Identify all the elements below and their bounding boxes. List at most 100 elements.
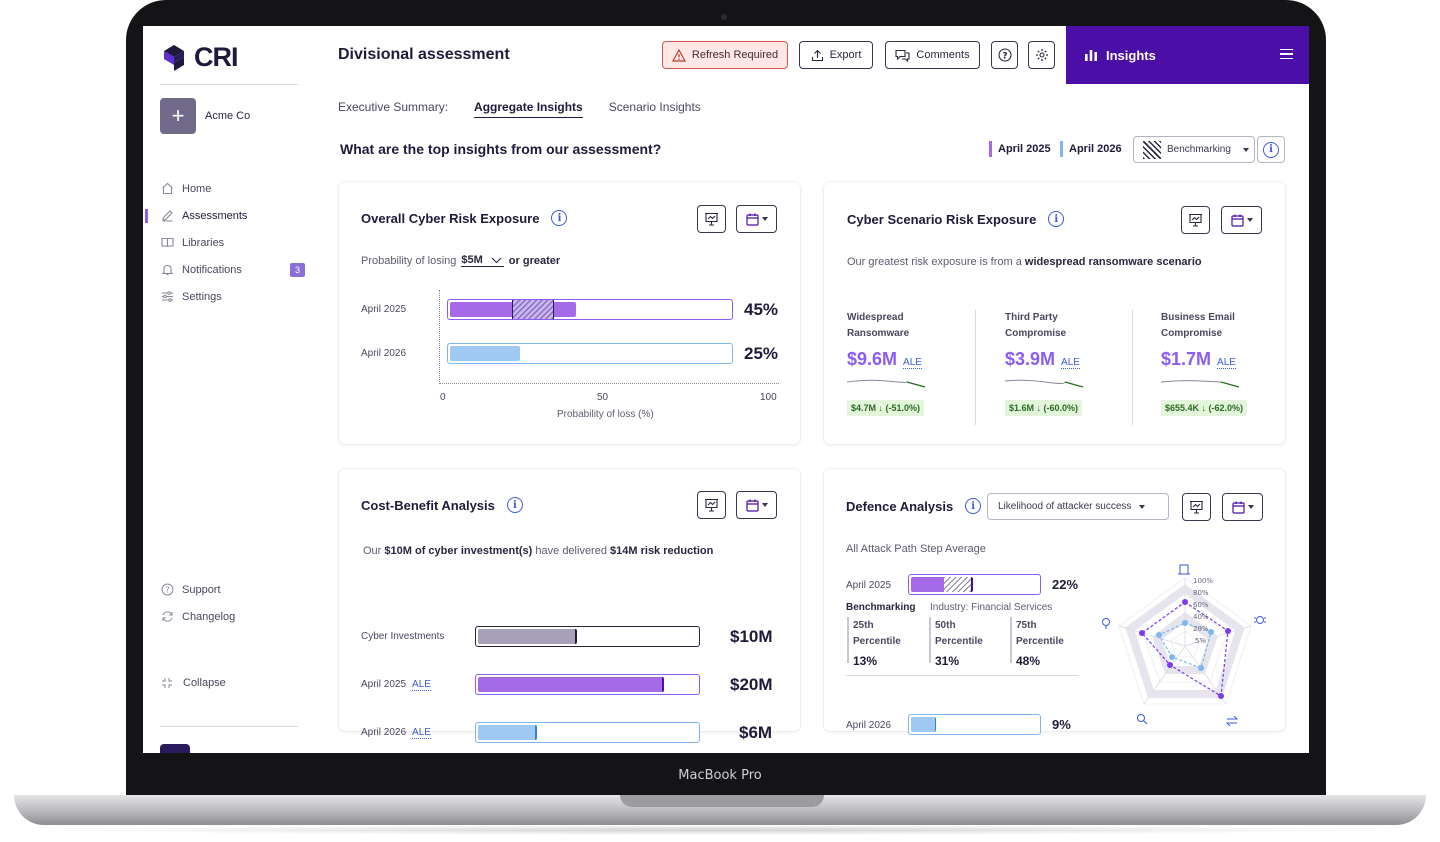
home-icon	[160, 182, 174, 196]
add-org-icon[interactable]: +	[160, 98, 196, 134]
defence-fill-april-2026	[911, 717, 936, 732]
scenario-exposure-card: Cyber Scenario Risk Exposure i Our great…	[824, 182, 1285, 444]
percentile-value: 13%	[853, 654, 878, 668]
sparkline-icon	[1005, 379, 1084, 388]
date-picker-button[interactable]	[1221, 206, 1262, 234]
avatar[interactable]	[160, 744, 190, 753]
scenario-name-line2: Compromise	[1005, 328, 1067, 339]
ale-link[interactable]: ALE	[1217, 357, 1236, 369]
benchmark-info-button[interactable]: i	[1257, 136, 1285, 163]
sidebar-item-label: Assessments	[182, 209, 248, 222]
insights-question: What are the top insights from our asses…	[340, 141, 662, 157]
hamburger-menu-icon[interactable]	[1280, 49, 1293, 59]
cost-fill-april-2026	[478, 725, 537, 740]
export-button[interactable]: Export	[799, 41, 873, 69]
ale-link[interactable]: ALE	[903, 357, 922, 369]
settings-button[interactable]	[1028, 41, 1055, 69]
app-screen: CRI + Acme Co Home Assessments Libraries…	[143, 26, 1309, 753]
logo-text: CRI	[194, 42, 238, 72]
scenario-widespread-ransomware[interactable]: Widespread Ransomware $9.6M ALE $4.7M ↓ (…	[847, 310, 987, 416]
legend-april-2026: April 2026	[1060, 141, 1122, 157]
app-logo[interactable]: CRI	[160, 42, 238, 73]
radar-points-april-2026	[1156, 620, 1214, 671]
probability-statement: Probability of losing $5M or greater	[361, 254, 560, 267]
sidebar-item-home[interactable]: Home	[160, 175, 310, 202]
scenario-third-party-compromise[interactable]: Third Party Compromise $3.9M ALE $1.6M ↓ …	[1005, 310, 1145, 416]
ale-link[interactable]: ALE	[412, 679, 431, 691]
insights-label: Insights	[1106, 47, 1156, 63]
tab-aggregate-insights[interactable]: Aggregate Insights	[474, 100, 583, 118]
percentile-25: 25th Percentile 13%	[853, 618, 901, 669]
comments-button[interactable]: Comments	[885, 41, 980, 69]
sidebar-item-libraries[interactable]: Libraries	[160, 229, 310, 256]
benchmarking-label: Benchmarking	[846, 602, 916, 613]
info-icon[interactable]: i	[1048, 211, 1065, 227]
comments-icon	[895, 49, 910, 62]
org-switcher[interactable]: + Acme Co	[160, 98, 250, 134]
percentile-value: 31%	[935, 654, 960, 668]
device-model-label: MacBook Pro	[678, 768, 762, 783]
laptop-shadow	[40, 825, 1400, 835]
ale-link[interactable]: ALE	[412, 727, 431, 739]
percentile-line1: 75th	[1016, 620, 1037, 631]
building-icon	[1178, 564, 1190, 575]
defence-metric-select[interactable]: Likelihood of attacker success	[987, 493, 1169, 520]
info-icon[interactable]: i	[965, 498, 982, 514]
chevron-down-icon	[1247, 505, 1254, 509]
radar-series-april-2026	[1158, 622, 1212, 669]
radar-level-labels: 100% 80% 60% 40% 20% 5%	[1193, 577, 1213, 645]
date-picker-button[interactable]	[736, 205, 777, 233]
scenario-value: $1.7M	[1161, 349, 1212, 369]
info-icon[interactable]: i	[506, 497, 523, 513]
probability-prefix: Probability of losing	[361, 254, 457, 267]
percentile-divider	[1010, 617, 1012, 663]
refresh-required-button[interactable]: Refresh Required	[662, 41, 788, 69]
scenario-name-line2: Compromise	[1161, 328, 1223, 339]
present-button[interactable]	[697, 491, 726, 519]
percentile-line2: Percentile	[1016, 636, 1064, 647]
lightbulb-icon	[1102, 618, 1110, 629]
threshold-select[interactable]: $5M	[461, 254, 504, 267]
hatch-pattern-icon	[1143, 140, 1161, 159]
sidebar-item-settings[interactable]: Settings	[160, 283, 310, 310]
x-tick-50: 50	[597, 392, 609, 403]
info-icon[interactable]: i	[551, 210, 568, 226]
collapse-sidebar-button[interactable]: Collapse	[160, 676, 226, 690]
sidebar-item-assessments[interactable]: Assessments	[145, 202, 310, 229]
tab-scenario-insights[interactable]: Scenario Insights	[608, 100, 701, 114]
defence-bar-april-2026	[908, 714, 1041, 735]
defence-analysis-card: Defence Analysis i Likelihood of attacke…	[824, 469, 1285, 735]
refresh-required-label: Refresh Required	[691, 49, 779, 61]
sliders-icon	[160, 290, 174, 304]
percentile-line2: Percentile	[935, 636, 983, 647]
card-title-text: Overall Cyber Risk Exposure	[361, 210, 540, 226]
row-label-april-2026: April 2026 ALE	[361, 727, 431, 739]
scenario-name-line1: Third Party	[1005, 312, 1058, 323]
sidebar-item-notifications[interactable]: Notifications 3	[160, 256, 310, 283]
date-picker-button[interactable]	[736, 491, 777, 519]
percentile-75: 75th Percentile 48%	[1016, 618, 1064, 669]
row-label-text: April 2026	[361, 727, 407, 738]
scenario-lead-bold: widespread ransomware scenario	[1024, 256, 1202, 268]
chart-y-axis	[439, 290, 440, 384]
exposure-bar-april-2026	[447, 343, 733, 364]
benchmarking-select[interactable]: Benchmarking	[1133, 136, 1255, 163]
calendar-icon	[1231, 501, 1245, 514]
present-button[interactable]	[1181, 206, 1210, 234]
ale-link[interactable]: ALE	[1061, 357, 1080, 369]
sidebar-item-support[interactable]: ? Support	[160, 576, 310, 603]
cost-fill-april-2025	[478, 677, 664, 692]
scenario-business-email-compromise[interactable]: Business Email Compromise $1.7M ALE $655.…	[1161, 310, 1301, 416]
sidebar-item-changelog[interactable]: Changelog	[160, 603, 310, 630]
present-button[interactable]	[1182, 493, 1211, 521]
row-label-april-2026: April 2026	[361, 348, 407, 359]
percentile-50: 50th Percentile 31%	[935, 618, 983, 669]
scenario-exposure-title: Cyber Scenario Risk Exposure i	[847, 211, 1065, 227]
scenario-change-badge: $655.4K ↓ (-62.0%)	[1161, 400, 1248, 416]
x-tick-0: 0	[440, 392, 446, 403]
help-button[interactable]: ?	[991, 41, 1018, 69]
date-picker-button[interactable]	[1222, 493, 1263, 521]
present-button[interactable]	[697, 205, 726, 233]
insights-panel-tab[interactable]: Insights	[1066, 26, 1309, 84]
benchmark-range-april-2025	[512, 300, 554, 319]
